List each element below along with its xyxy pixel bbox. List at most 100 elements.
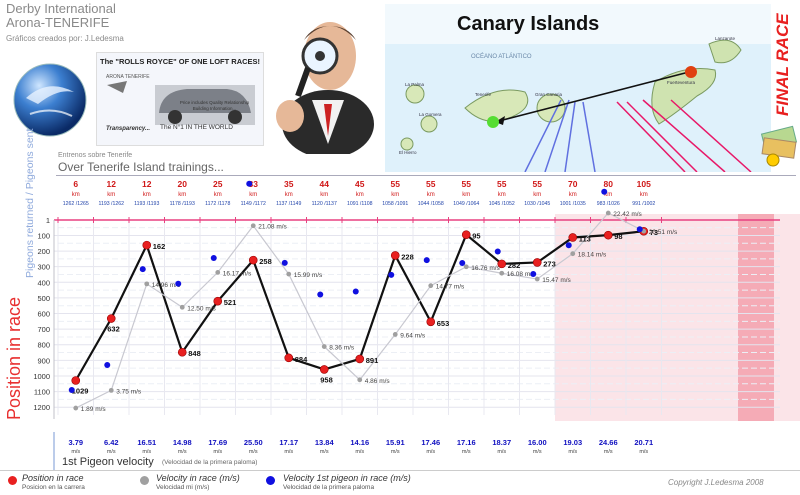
velocity-point bbox=[357, 377, 363, 383]
legend-dot-velocity bbox=[140, 476, 149, 485]
first-velocity-unit: m/s bbox=[639, 449, 648, 455]
y-tick-label: 800 bbox=[37, 341, 50, 350]
pigeons-count: 1049 /1064 bbox=[453, 201, 479, 207]
pigeons-count: 1045 /1052 bbox=[489, 201, 515, 207]
velocity-label: 16.17 m/s bbox=[223, 270, 252, 277]
velocity-point bbox=[570, 251, 576, 257]
velocity-label: 16.76 m/s bbox=[471, 265, 500, 272]
legend-dot-position bbox=[8, 476, 17, 485]
final-race-bar bbox=[738, 214, 774, 421]
y-tick-label: 1000 bbox=[33, 372, 50, 381]
position-point bbox=[106, 314, 116, 323]
first-velocity-point bbox=[139, 266, 146, 273]
position-label: 113 bbox=[579, 234, 591, 243]
distance-unit: km bbox=[214, 192, 222, 198]
position-label: 632 bbox=[107, 325, 120, 334]
position-point bbox=[461, 230, 471, 239]
first-velocity-unit: m/s bbox=[533, 449, 542, 455]
distance-value: 105 bbox=[637, 179, 651, 189]
distance-value: 44 bbox=[320, 179, 330, 189]
velocity-point bbox=[108, 387, 114, 393]
position-label: 958 bbox=[320, 375, 333, 384]
pigeons-count: 1120 /1137 bbox=[312, 201, 337, 207]
y-tick-label: 1 bbox=[46, 216, 50, 225]
distance-unit: km bbox=[640, 192, 648, 198]
distance-unit: km bbox=[72, 192, 80, 198]
y-tick-label: 1200 bbox=[33, 403, 50, 412]
velocity-point bbox=[286, 271, 292, 277]
position-label: 228 bbox=[401, 252, 414, 261]
distance-unit: km bbox=[462, 192, 470, 198]
velocity-label: 15.47 m/s bbox=[542, 277, 571, 284]
velocity-point bbox=[605, 210, 611, 216]
first-velocity-unit: m/s bbox=[391, 449, 400, 455]
header-title-line1: Derby International bbox=[6, 1, 116, 16]
legend-sub-first-velocity: Velocidad de la primera paloma bbox=[283, 484, 375, 491]
distance-unit: km bbox=[569, 192, 577, 198]
first-velocity-unit: m/s bbox=[284, 449, 293, 455]
pigeons-count: 1044 /1058 bbox=[418, 201, 444, 207]
first-velocity-label: 6.42 bbox=[104, 438, 119, 447]
velocity-label: 12.50 m/s bbox=[187, 305, 216, 312]
divider bbox=[56, 175, 796, 176]
first-velocity-label: 17.46 bbox=[421, 438, 440, 447]
position-point bbox=[71, 376, 81, 385]
first-velocity-label: 14.98 bbox=[173, 438, 192, 447]
first-velocity-point bbox=[68, 386, 75, 393]
distance-unit: km bbox=[285, 192, 293, 198]
first-velocity-unit: m/s bbox=[462, 449, 471, 455]
velocity-point bbox=[250, 223, 256, 229]
y-tick-label: 500 bbox=[37, 294, 50, 303]
pigeons-count: 1137 /1149 bbox=[276, 201, 301, 207]
velocity-title: 1st Pigeon velocity bbox=[62, 456, 154, 468]
distance-unit: km bbox=[178, 192, 186, 198]
distance-unit: km bbox=[498, 192, 506, 198]
distance-value: 70 bbox=[568, 179, 578, 189]
pigeons-count: 1193 /1193 bbox=[134, 201, 159, 207]
first-velocity-unit: m/s bbox=[71, 449, 80, 455]
y-tick-label: 600 bbox=[37, 310, 50, 319]
first-velocity-point bbox=[246, 180, 253, 187]
position-point bbox=[497, 259, 507, 269]
first-velocity-label: 19.03 bbox=[563, 438, 582, 447]
trainings-subtitle: Over Tenerife Island trainings... bbox=[58, 160, 224, 174]
velocity-label: 3.75 m/s bbox=[116, 388, 142, 395]
map-island-label: El Hierro bbox=[399, 150, 417, 155]
position-label: 95 bbox=[472, 232, 480, 241]
y-tick-label: 1100 bbox=[34, 388, 50, 397]
first-velocity-label: 16.00 bbox=[528, 438, 547, 447]
y-tick-label: 200 bbox=[37, 247, 50, 256]
y-tick-label: 100 bbox=[37, 231, 50, 240]
position-label: 1029 bbox=[72, 386, 89, 395]
legend-sub-position: Posicion en la carrera bbox=[22, 484, 85, 491]
first-velocity-point bbox=[530, 271, 537, 277]
position-label: 884 bbox=[295, 355, 308, 364]
distance-value: 80 bbox=[604, 179, 614, 189]
velocity-label: 21.08 m/s bbox=[258, 224, 287, 231]
position-point bbox=[568, 233, 578, 242]
first-velocity-point bbox=[388, 271, 395, 278]
first-velocity-unit: m/s bbox=[497, 449, 506, 455]
map-ocean-label: OCÉANO ATLÁNTICO bbox=[471, 53, 532, 60]
velocity-point bbox=[534, 276, 540, 282]
first-velocity-unit: m/s bbox=[249, 449, 258, 455]
globe-logo-icon bbox=[13, 63, 87, 137]
distance-value: 12 bbox=[107, 179, 117, 189]
first-velocity-point bbox=[210, 254, 217, 261]
map-title: Canary Islands bbox=[457, 13, 599, 35]
velocity-point bbox=[428, 283, 434, 289]
position-point bbox=[532, 258, 542, 267]
first-velocity-point bbox=[423, 257, 430, 264]
first-velocity-unit: m/s bbox=[107, 449, 116, 455]
first-velocity-unit: m/s bbox=[142, 449, 151, 455]
distance-unit: km bbox=[356, 192, 364, 198]
first-velocity-point bbox=[104, 362, 111, 369]
first-velocity-label: 18.37 bbox=[492, 438, 511, 447]
velocity-point bbox=[499, 270, 505, 276]
velocity-label: 16.08 m/s bbox=[507, 271, 536, 278]
position-label: 282 bbox=[508, 261, 521, 270]
distance-value: 55 bbox=[497, 179, 507, 189]
header-credit: Gráficos creados por: J.Ledesma bbox=[6, 34, 124, 43]
first-velocity-label: 13.84 bbox=[315, 438, 335, 447]
first-velocity-label: 17.17 bbox=[279, 438, 298, 447]
